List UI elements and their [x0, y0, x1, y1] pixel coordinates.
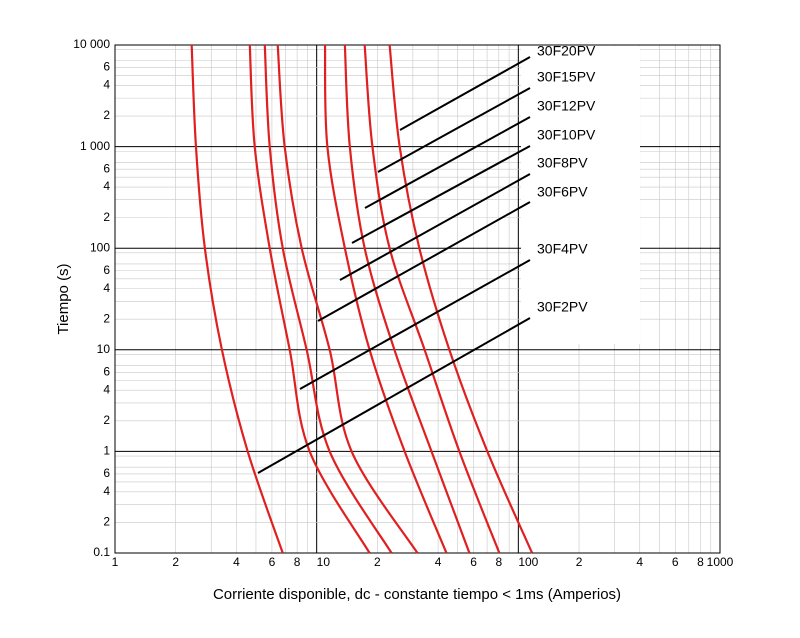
x-axis-title: Corriente disponible, dc - constante tie…	[213, 586, 621, 603]
y-tick-label: 10 000	[73, 37, 110, 51]
label-panel	[521, 46, 640, 344]
y-tick-label: 6	[103, 466, 110, 480]
series-label: 30F10PV	[537, 127, 596, 143]
x-tick-label: 4	[435, 555, 442, 569]
y-tick-label: 1 000	[80, 139, 110, 153]
leader-line	[399, 56, 531, 131]
x-tick-label: 4	[636, 555, 643, 569]
series-label: 30F6PV	[537, 184, 588, 200]
x-tick-label: 6	[269, 555, 276, 569]
y-tick-label: 2	[103, 210, 110, 224]
x-tick-label: 100	[518, 555, 538, 569]
leader-line	[364, 116, 531, 209]
y-axis-title: Tiempo (s)	[55, 263, 72, 334]
y-tick-label: 10	[97, 342, 111, 356]
curve	[363, 44, 501, 554]
y-tick-label: 6	[103, 161, 110, 175]
series-label: 30F20PV	[537, 43, 596, 59]
y-tick-label: 4	[103, 281, 110, 295]
curve	[190, 44, 284, 554]
y-tick-label: 2	[103, 311, 110, 325]
series-label: 30F2PV	[537, 299, 588, 315]
x-tick-label: 6	[470, 555, 477, 569]
x-tick-label: 1000	[707, 555, 734, 569]
series-label: 30F12PV	[537, 98, 596, 114]
plot-border	[114, 44, 721, 554]
leader-line	[339, 173, 531, 281]
x-tick-label: 8	[697, 555, 704, 569]
x-tick-label: 2	[172, 555, 179, 569]
series-label: 30F4PV	[537, 241, 588, 257]
x-tick-label: 2	[374, 555, 381, 569]
y-tick-label: 4	[103, 484, 110, 498]
y-tick-label: 100	[90, 240, 110, 254]
leader-line	[299, 259, 531, 390]
x-tick-label: 8	[294, 555, 301, 569]
y-tick-label: 2	[103, 413, 110, 427]
y-tick-label: 2	[103, 515, 110, 529]
x-tick-label: 2	[576, 555, 583, 569]
y-tick-label: 0.1	[93, 545, 110, 559]
leader-line	[317, 201, 531, 322]
x-tick-label: 4	[233, 555, 240, 569]
x-tick-label: 6	[672, 555, 679, 569]
leader-line	[351, 145, 531, 244]
y-tick-label: 2	[103, 108, 110, 122]
y-tick-label: 4	[103, 382, 110, 396]
y-tick-label: 4	[103, 78, 110, 92]
series-label: 30F15PV	[537, 69, 596, 85]
x-tick-label: 10	[317, 555, 331, 569]
y-tick-label: 6	[103, 263, 110, 277]
leader-line	[377, 87, 531, 173]
y-tick-label: 1	[103, 444, 110, 458]
curve	[276, 44, 419, 554]
curve	[343, 44, 471, 554]
y-tick-label: 6	[103, 365, 110, 379]
y-tick-label: 4	[103, 179, 110, 193]
curve	[388, 44, 534, 554]
y-tick-label: 6	[103, 60, 110, 74]
leader-line	[257, 317, 531, 474]
series-label: 30F8PV	[537, 155, 588, 171]
curve	[248, 44, 371, 554]
curve	[263, 44, 393, 554]
x-tick-label: 1	[112, 555, 119, 569]
x-tick-label: 8	[495, 555, 502, 569]
